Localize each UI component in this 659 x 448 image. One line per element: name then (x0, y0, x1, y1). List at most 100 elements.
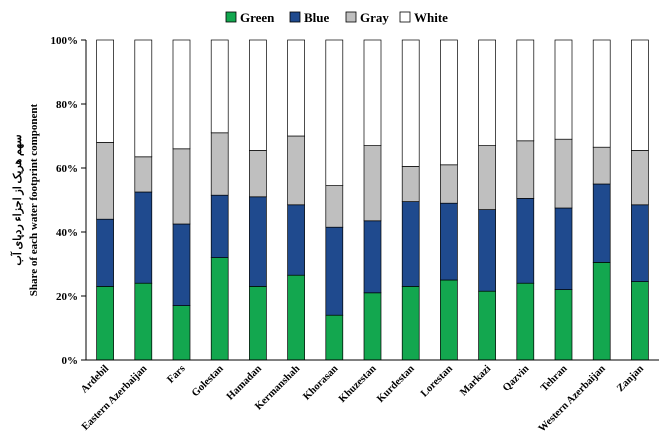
bar-stack-khorasan (325, 39, 344, 361)
y-tick-label: 20% (56, 291, 78, 303)
bar-segment-gray (325, 185, 344, 228)
bar-segment-green (96, 286, 114, 361)
bar-stack-western-azerbaijan (592, 39, 611, 361)
bar-segment-gray (96, 142, 114, 220)
bar-segment-white (592, 39, 611, 148)
bar-segment-blue (287, 204, 305, 276)
bar-segment-gray (478, 145, 496, 210)
y-axis-label: سهم هریک از اجزاء ردپای آب Share of each… (10, 103, 40, 296)
x-tick-label: Qazvin (501, 363, 532, 394)
legend-label-white: White (414, 10, 448, 25)
y-tick-label: 100% (51, 35, 79, 47)
x-tick-label: Fars (165, 363, 187, 385)
bar-segment-green (363, 292, 382, 361)
bar-segment-blue (478, 209, 496, 292)
bar-segment-gray (134, 156, 153, 193)
bar-segment-blue (554, 207, 573, 290)
bar-segment-green (516, 282, 535, 361)
x-tick-label: Golestan (190, 363, 226, 399)
bar-stack-tehran (554, 39, 573, 361)
bar-segment-green (592, 262, 611, 361)
bar-segment-white (134, 39, 153, 158)
bar-segment-white (172, 39, 191, 150)
x-tick-label: Ardebil (79, 363, 111, 395)
bar-stack-golestan (210, 39, 229, 361)
bar-segment-white (478, 39, 496, 146)
bar-segment-white (96, 39, 114, 143)
legend-swatch-blue (289, 11, 301, 23)
bar-stack-zanjan (631, 39, 649, 361)
bar-segment-white (249, 39, 267, 151)
bar-stack-eastern-azerbaijan (134, 39, 153, 361)
y-tick-label: 40% (56, 227, 78, 239)
bar-segment-green (631, 281, 649, 361)
bar-stack-hamadan (249, 39, 267, 361)
bar-segment-gray (401, 166, 420, 202)
legend-label-green: Green (240, 10, 275, 25)
bar-segment-gray (287, 135, 305, 206)
bar-segment-gray (249, 150, 267, 198)
x-tick-label: Hamadan (225, 363, 264, 402)
bar-segment-white (440, 39, 458, 166)
bar-stack-kermanshah (287, 39, 305, 361)
legend: Green Blue Gray White (225, 10, 448, 25)
bar-segment-white (631, 39, 649, 151)
bar-segment-white (363, 39, 382, 146)
bar-segment-gray (631, 150, 649, 206)
bar-segment-green (172, 305, 191, 361)
bar-segment-green (401, 286, 420, 361)
bar-segment-blue (325, 226, 344, 316)
y-axis-label-persian: سهم هریک از اجزاء ردپای آب (10, 134, 24, 265)
bar-segment-blue (210, 194, 229, 258)
bar-segment-green (210, 257, 229, 361)
bar-stack-khuzestan (363, 39, 382, 361)
x-tick-label: Markazi (458, 363, 493, 398)
bar-segment-blue (631, 204, 649, 282)
x-tick-label: Eastern Azerbaijan (80, 363, 150, 433)
bar-segment-blue (592, 183, 611, 263)
bar-segment-blue (401, 201, 420, 287)
bar-segment-white (210, 39, 229, 134)
y-axis-label-english: Share of each water footprint component (28, 103, 40, 296)
bar-segment-green (440, 279, 458, 361)
bar-segment-gray (516, 140, 535, 199)
bar-segment-blue (172, 223, 191, 306)
bar-segment-white (325, 39, 344, 186)
bar-stack-qazvin (516, 39, 535, 361)
bar-stack-ardebil (96, 39, 114, 361)
bars (96, 39, 649, 361)
x-tick-label: Zanjan (615, 363, 646, 394)
bar-segment-gray (592, 146, 611, 185)
y-axis: 0% 20% 40% 60% 80% 100% (51, 35, 87, 367)
x-tick-label: Western Azerbaijan (537, 363, 608, 434)
bar-segment-gray (210, 132, 229, 196)
x-tick-label: Tehran (539, 363, 570, 394)
legend-label-blue: Blue (304, 10, 330, 25)
legend-swatch-green (225, 11, 237, 23)
y-tick-label: 60% (56, 163, 78, 175)
bar-segment-gray (440, 164, 458, 204)
legend-label-gray: Gray (360, 10, 389, 25)
bar-segment-white (401, 39, 420, 167)
bar-stack-kurdestan (401, 39, 420, 361)
bar-segment-white (554, 39, 573, 140)
bar-segment-gray (363, 145, 382, 222)
x-tick-label: Khorasan (301, 363, 340, 402)
x-tick-label: Khuzestan (337, 363, 379, 405)
bar-segment-green (287, 274, 305, 361)
bar-segment-blue (440, 202, 458, 281)
bar-stack-lorestan (440, 39, 458, 361)
bar-segment-green (325, 314, 344, 361)
y-tick-label: 0% (62, 355, 79, 367)
bar-stack-markazi (478, 39, 496, 361)
bar-segment-white (516, 39, 535, 142)
bar-segment-blue (516, 198, 535, 284)
bar-segment-white (287, 39, 305, 137)
bar-segment-blue (96, 218, 114, 287)
bar-segment-green (249, 286, 267, 361)
y-tick-label: 80% (56, 99, 78, 111)
bar-segment-blue (363, 220, 382, 294)
bar-segment-green (554, 289, 573, 361)
x-tick-label: Kurdestan (375, 363, 417, 405)
